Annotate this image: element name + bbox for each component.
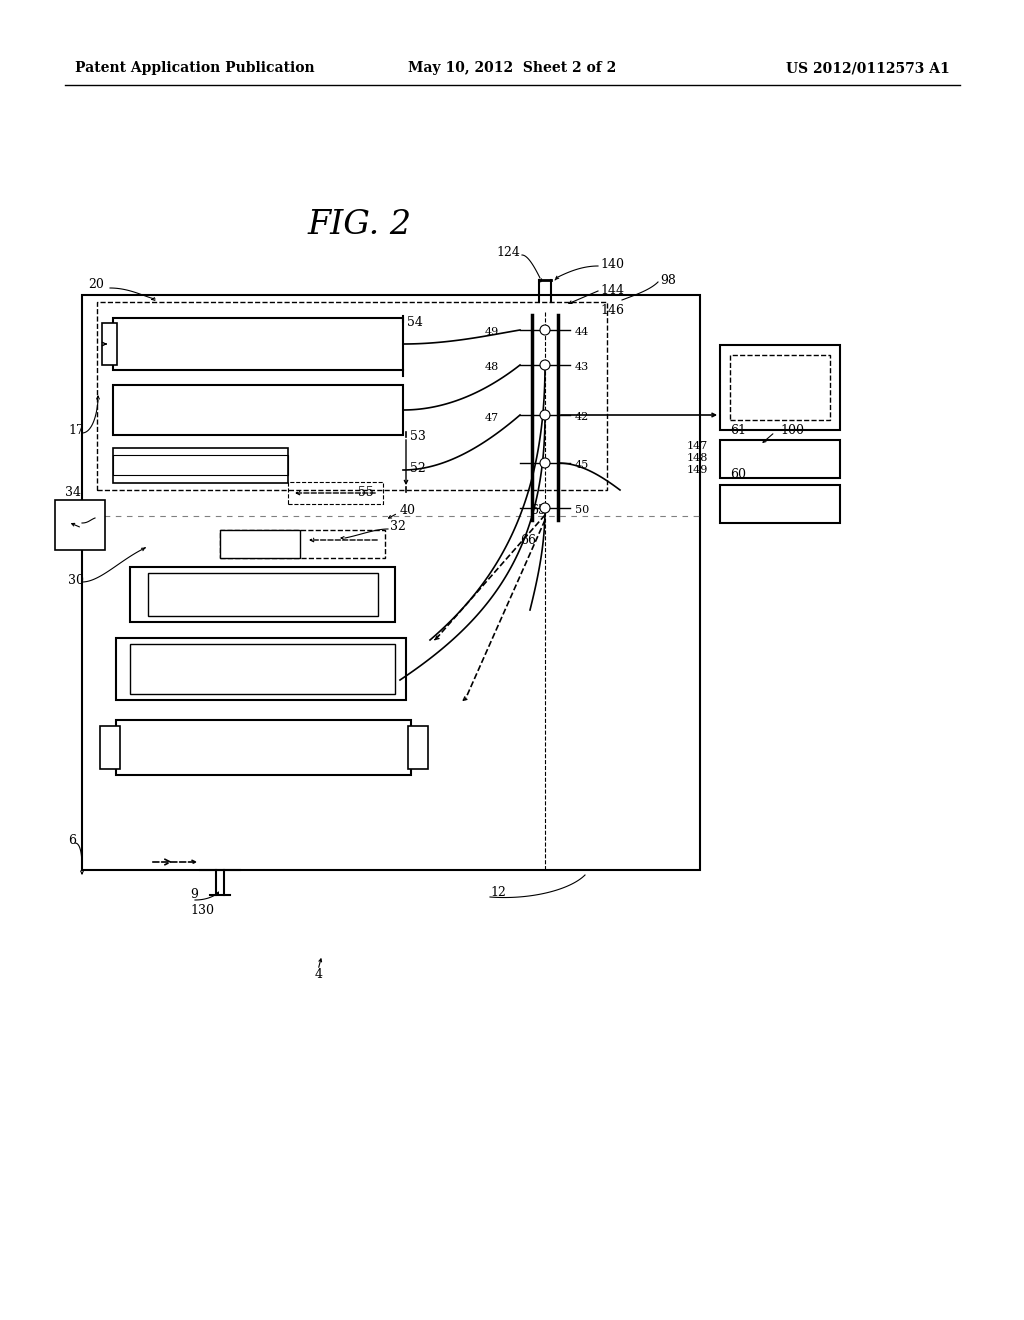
Text: 12: 12 (490, 887, 506, 899)
Text: 66: 66 (520, 533, 536, 546)
Text: 148: 148 (687, 453, 708, 463)
Text: 98: 98 (660, 273, 676, 286)
Text: Patent Application Publication: Patent Application Publication (75, 61, 314, 75)
Bar (408, 726, 428, 770)
Text: 54: 54 (407, 317, 423, 330)
Text: 49: 49 (485, 327, 500, 337)
Bar (116, 719, 411, 775)
Bar (102, 323, 117, 366)
Text: 4: 4 (315, 969, 323, 982)
Circle shape (540, 411, 550, 420)
Text: 17: 17 (68, 424, 84, 437)
Text: 45: 45 (575, 459, 589, 470)
Bar (116, 638, 406, 700)
Text: 53: 53 (410, 430, 426, 444)
Text: 44: 44 (575, 327, 589, 337)
Bar (113, 318, 403, 370)
Text: 6: 6 (68, 833, 76, 846)
Text: 60: 60 (730, 469, 746, 482)
Text: 55: 55 (358, 487, 374, 499)
Text: 30: 30 (68, 573, 84, 586)
Text: 42: 42 (575, 412, 589, 422)
Text: 130: 130 (190, 903, 214, 916)
Text: May 10, 2012  Sheet 2 of 2: May 10, 2012 Sheet 2 of 2 (408, 61, 616, 75)
Bar (113, 385, 403, 436)
Text: 124: 124 (496, 247, 520, 260)
Text: 140: 140 (600, 259, 624, 272)
Text: FIG. 2: FIG. 2 (308, 209, 412, 242)
Bar (130, 568, 395, 622)
Bar (288, 482, 383, 504)
Text: 100: 100 (780, 424, 804, 437)
Bar (730, 355, 830, 420)
Text: 52: 52 (410, 462, 426, 474)
Text: 34: 34 (65, 486, 81, 499)
Bar (720, 440, 840, 478)
Text: 32: 32 (390, 520, 406, 533)
Bar (100, 726, 120, 770)
Text: 48: 48 (485, 362, 500, 372)
Text: 144: 144 (600, 284, 624, 297)
Text: US 2012/0112573 A1: US 2012/0112573 A1 (786, 61, 950, 75)
Text: 50: 50 (575, 506, 589, 515)
Circle shape (540, 458, 550, 469)
Circle shape (540, 325, 550, 335)
Text: 43: 43 (575, 362, 589, 372)
Circle shape (540, 503, 550, 513)
Bar (220, 531, 300, 558)
Bar (130, 644, 395, 694)
Bar (220, 531, 385, 558)
Circle shape (540, 360, 550, 370)
Bar (113, 447, 288, 483)
Text: 146: 146 (600, 304, 624, 317)
Bar (55, 500, 105, 550)
Text: 20: 20 (88, 279, 103, 292)
Text: 47: 47 (485, 413, 499, 422)
Bar (720, 484, 840, 523)
Bar (82, 294, 700, 870)
Text: 61: 61 (730, 424, 746, 437)
Bar (97, 302, 607, 490)
Bar (113, 455, 288, 475)
Text: 40: 40 (400, 503, 416, 516)
Bar (525, 312, 565, 521)
Bar (148, 573, 378, 616)
Text: 9: 9 (190, 888, 198, 902)
Text: 149: 149 (687, 465, 708, 475)
Text: 147: 147 (687, 441, 708, 451)
Bar (720, 345, 840, 430)
Text: 65: 65 (530, 503, 546, 516)
